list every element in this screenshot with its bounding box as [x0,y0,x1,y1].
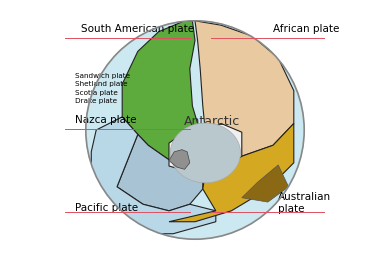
Text: Antarctic
plate: Antarctic plate [184,115,240,145]
Polygon shape [117,134,203,211]
Circle shape [86,21,304,239]
Polygon shape [242,165,289,202]
Polygon shape [91,117,216,234]
Text: Sandwich plate
Shetland plate
Scotia plate
Drake plate: Sandwich plate Shetland plate Scotia pla… [75,73,131,104]
Polygon shape [170,123,241,183]
Text: Nazca plate: Nazca plate [75,115,137,125]
Text: Australian
plate: Australian plate [278,192,332,214]
Polygon shape [169,124,242,173]
Polygon shape [169,124,294,222]
Polygon shape [122,21,206,173]
Polygon shape [195,21,294,162]
Text: Pacific plate: Pacific plate [75,203,138,213]
Text: African plate: African plate [273,24,339,34]
Polygon shape [169,150,190,169]
Text: South American plate: South American plate [81,24,194,34]
